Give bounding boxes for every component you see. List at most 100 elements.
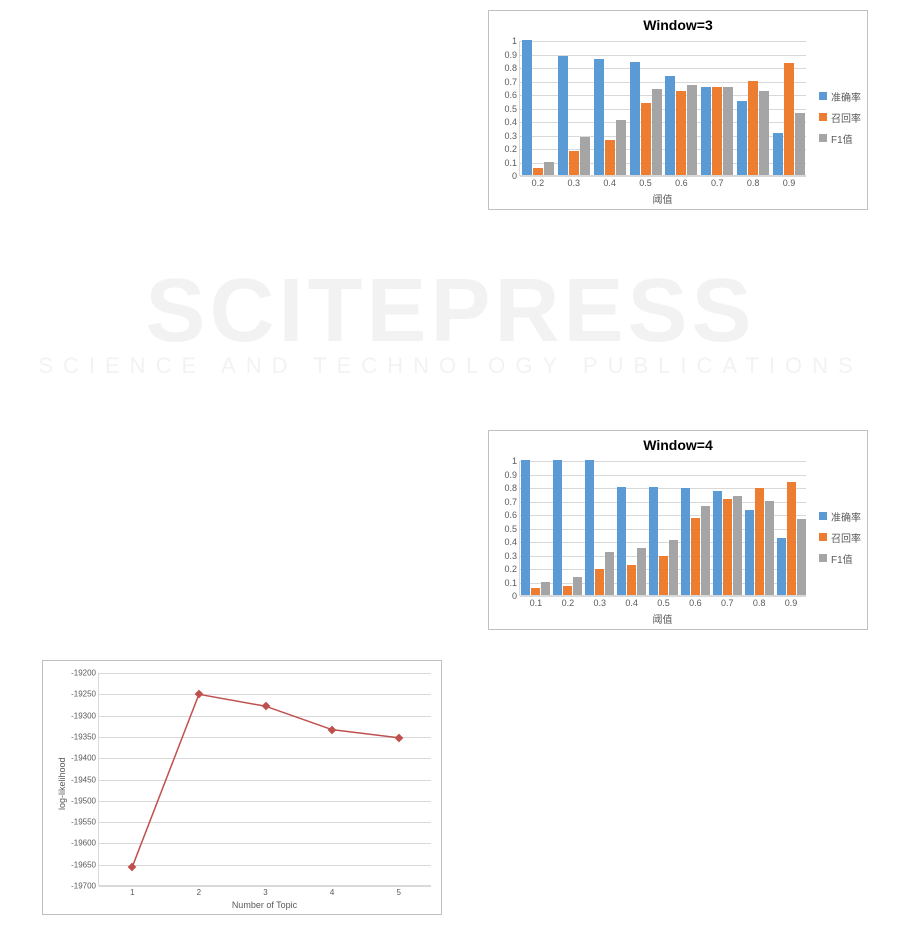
bar: [737, 101, 747, 175]
y-tick-label: -19450: [71, 775, 99, 784]
x-tick-label: 0.5: [639, 175, 652, 188]
x-tick-label: 0.8: [747, 175, 760, 188]
y-tick-label: 0: [512, 591, 520, 601]
bar: [641, 103, 651, 175]
x-tick-label: 3: [263, 885, 267, 897]
bar: [701, 506, 710, 595]
bar-group: [558, 40, 590, 175]
legend-swatch: [819, 113, 827, 121]
x-tick-label: 1: [130, 885, 134, 897]
legend-item: 召回率: [819, 110, 861, 125]
bar: [616, 120, 626, 175]
plot-area: -19200-19250-19300-19350-19400-19450-195…: [98, 673, 431, 886]
bar-group: [553, 460, 582, 595]
bar: [712, 87, 722, 175]
legend: 准确率召回率 F1值: [819, 89, 861, 146]
x-tick-label: 0.7: [721, 595, 734, 608]
bar: [784, 63, 794, 175]
y-tick-label: -19350: [71, 732, 99, 741]
bar: [533, 168, 543, 175]
bar-group: [665, 40, 697, 175]
bar-group: [737, 40, 769, 175]
bar: [637, 548, 646, 595]
y-tick-label: 0.2: [504, 564, 520, 574]
bar: [687, 85, 697, 175]
x-tick-label: 0.6: [675, 175, 688, 188]
x-tick-label: 0.6: [689, 595, 702, 608]
bar-group: [617, 460, 646, 595]
x-tick-label: 0.4: [625, 595, 638, 608]
bar: [605, 552, 614, 595]
x-tick-label: 5: [396, 885, 400, 897]
y-tick-label: 0.4: [504, 117, 520, 127]
y-tick-label: -19600: [71, 839, 99, 848]
bar: [531, 588, 540, 595]
bar: [595, 569, 604, 595]
x-tick-label: 0.4: [603, 175, 616, 188]
bar-group: [649, 460, 678, 595]
bar: [652, 89, 662, 175]
legend-item: 召回率: [819, 530, 861, 545]
x-tick-label: 0.1: [530, 595, 543, 608]
bar-group: [713, 460, 742, 595]
x-tick-label: 0.8: [753, 595, 766, 608]
y-tick-label: 0.6: [504, 90, 520, 100]
bar: [659, 556, 668, 595]
bar-group: [745, 460, 774, 595]
y-tick-label: 0.1: [504, 578, 520, 588]
y-tick-label: 1: [512, 456, 520, 466]
x-tick-label: 0.3: [593, 595, 606, 608]
bar: [522, 40, 532, 175]
y-tick-label: 1: [512, 36, 520, 46]
bar: [665, 76, 675, 175]
bar: [573, 577, 582, 595]
legend-label: F1值: [831, 131, 853, 146]
x-tick-label: 0.9: [785, 595, 798, 608]
watermark-main: SCITEPRESS: [0, 260, 901, 363]
bar: [691, 518, 700, 595]
y-tick-label: 0.5: [504, 104, 520, 114]
bar: [605, 140, 615, 175]
bar-group: [521, 460, 550, 595]
bar: [745, 510, 754, 595]
bar: [723, 87, 733, 175]
y-tick-label: 0.6: [504, 510, 520, 520]
y-tick-label: 0.4: [504, 537, 520, 547]
bar-chart-window-4: Window=400.10.20.30.40.50.60.70.80.910.1…: [488, 430, 868, 630]
bar: [544, 162, 554, 176]
bar: [553, 460, 562, 595]
legend-label: 准确率: [831, 509, 861, 524]
legend-label: F1值: [831, 551, 853, 566]
legend-item: 准确率: [819, 509, 861, 524]
bar: [617, 487, 626, 595]
legend-label: 准确率: [831, 89, 861, 104]
x-tick-label: 0.5: [657, 595, 670, 608]
y-tick-label: 0.9: [504, 470, 520, 480]
bar: [759, 91, 769, 175]
bar: [521, 460, 530, 595]
bar: [713, 491, 722, 595]
x-tick-label: 0.3: [568, 175, 581, 188]
y-tick-label: 0: [512, 171, 520, 181]
bar: [755, 488, 764, 595]
legend-swatch: [819, 512, 827, 520]
bar: [723, 499, 732, 595]
bar-group: [777, 460, 806, 595]
x-axis-label: 阈值: [519, 191, 806, 206]
y-tick-label: 0.2: [504, 144, 520, 154]
bar-group: [701, 40, 733, 175]
x-tick-label: 0.9: [783, 175, 796, 188]
y-tick-label: 0.8: [504, 483, 520, 493]
bar-chart-window-3: Window=300.10.20.30.40.50.60.70.80.910.2…: [488, 10, 868, 210]
bar-group: [522, 40, 554, 175]
y-tick-label: -19250: [71, 690, 99, 699]
plot-area: 00.10.20.30.40.50.60.70.80.910.20.30.40.…: [519, 41, 806, 176]
bar: [569, 151, 579, 175]
bar: [585, 460, 594, 595]
bar: [733, 496, 742, 595]
y-tick-label: -19200: [71, 669, 99, 678]
legend-label: 召回率: [831, 530, 861, 545]
x-tick-label: 4: [330, 885, 334, 897]
y-tick-label: 0.7: [504, 497, 520, 507]
y-tick-label: 0.5: [504, 524, 520, 534]
